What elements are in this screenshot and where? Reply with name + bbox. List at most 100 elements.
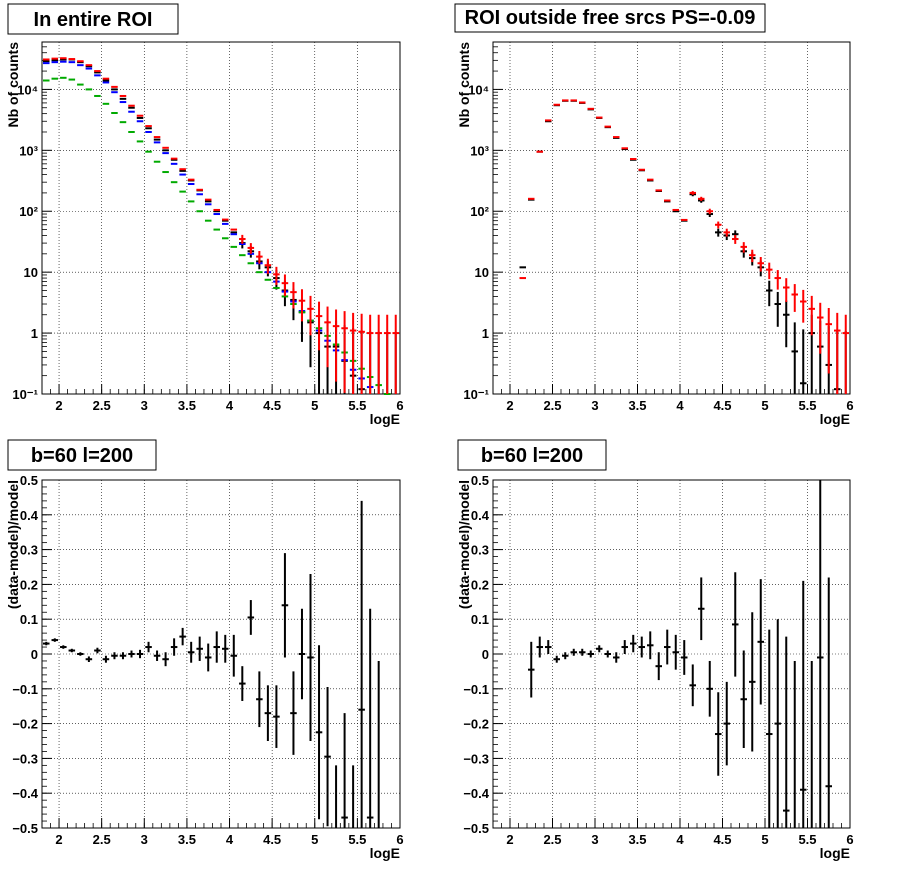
chart-title-box	[457, 439, 607, 471]
plot-frame	[41, 479, 401, 829]
y-tick-label: −0.2	[12, 717, 38, 732]
x-tick-label: 6	[846, 832, 853, 847]
x-tick-label: 3.5	[178, 832, 196, 847]
x-tick-label: 3	[591, 832, 598, 847]
y-tick-label: −0.2	[463, 717, 489, 732]
y-tick-label: −0.4	[463, 786, 489, 801]
x-axis-label: logE	[820, 845, 850, 861]
x-tick-label: 5.5	[348, 832, 366, 847]
x-tick-label: 3.5	[178, 398, 196, 413]
x-tick-label: 2.5	[543, 398, 561, 413]
y-tick-label: −0.5	[463, 821, 489, 836]
x-tick-label: 5	[761, 832, 768, 847]
y-axis-label: Nb of counts	[5, 42, 21, 128]
x-tick-label: 2	[55, 832, 62, 847]
x-tick-label: 3	[591, 398, 598, 413]
y-tick-label: 0	[482, 647, 489, 662]
x-tick-label: 2.5	[93, 398, 111, 413]
y-tick-label: 1	[31, 326, 38, 341]
y-tick-label: 0.1	[471, 612, 489, 627]
series-2	[43, 60, 374, 389]
series-1	[43, 58, 397, 394]
x-tick-label: 4	[226, 398, 234, 413]
x-tick-label: 2.5	[543, 832, 561, 847]
x-tick-label: 4	[226, 832, 234, 847]
y-tick-label: 10³	[470, 143, 489, 158]
x-tick-label: 6	[396, 832, 403, 847]
y-tick-label: 10³	[19, 143, 38, 158]
x-tick-label: 5	[311, 832, 318, 847]
y-tick-label: −0.4	[12, 786, 38, 801]
series-1	[519, 99, 847, 394]
series-4	[43, 57, 399, 394]
y-tick-label: 0	[31, 647, 38, 662]
plot-frame	[41, 41, 401, 395]
y-tick-label: 10⁴	[17, 82, 38, 97]
plot-frame	[492, 479, 851, 829]
x-tick-label: 2	[506, 832, 513, 847]
y-tick-label: 0.1	[20, 612, 38, 627]
y-tick-label: −0.1	[12, 682, 38, 697]
series-1	[528, 480, 832, 828]
chart-panel-1: In entire ROI 2 2.5 3 3.5 4 4.5 5 5.5 6 10⁻¹ 1 10 10²…	[5, 3, 404, 427]
series-2	[519, 99, 849, 394]
chart-panel-3: b=60 l=200 2 2.5 3 3.5 4 4.5 5 5.5 6 −0.5 −0.4 −0.3 −…	[5, 439, 404, 861]
plot-frame	[492, 41, 851, 395]
x-tick-label: 3.5	[628, 832, 646, 847]
y-tick-label: 0.2	[20, 577, 38, 592]
x-tick-label: 6	[396, 398, 403, 413]
x-tick-label: 3	[141, 832, 148, 847]
chart-title-box	[7, 3, 179, 35]
chart-panel-2: ROI outside free srcs PS=-0.09 2 2.5 3 3.5 4 4…	[454, 3, 854, 427]
x-tick-label: 4.5	[713, 398, 731, 413]
y-tick-label: 0.2	[471, 577, 489, 592]
x-tick-label: 5.5	[348, 398, 366, 413]
y-tick-label: −0.5	[12, 821, 38, 836]
y-tick-label: 0.5	[471, 473, 489, 488]
y-tick-label: −0.1	[463, 682, 489, 697]
y-tick-label: 0.3	[471, 543, 489, 558]
y-tick-label: 10⁻¹	[463, 387, 489, 402]
x-tick-label: 5	[761, 398, 768, 413]
y-tick-label: 10⁴	[468, 82, 489, 97]
series-1	[43, 500, 380, 828]
x-axis-label: logE	[370, 411, 400, 427]
y-tick-label: 0.5	[20, 473, 38, 488]
x-tick-label: 3.5	[628, 398, 646, 413]
chart-title-box	[7, 439, 157, 471]
y-tick-label: 0.4	[471, 508, 490, 523]
y-tick-label: 0.3	[20, 543, 38, 558]
chart-title: b=60 l=200	[481, 445, 583, 467]
x-tick-label: 4	[676, 398, 684, 413]
x-tick-label: 4.5	[713, 832, 731, 847]
y-tick-label: 10²	[19, 204, 38, 219]
y-tick-label: 10	[475, 265, 489, 280]
x-axis-label: logE	[370, 845, 400, 861]
y-tick-label: −0.3	[463, 751, 489, 766]
x-tick-label: 3	[141, 398, 148, 413]
y-tick-label: 10²	[470, 204, 489, 219]
chart-title: ROI outside free srcs PS=-0.09	[465, 7, 756, 29]
chart-title: In entire ROI	[34, 9, 153, 31]
y-tick-label: 10	[24, 265, 38, 280]
y-tick-label: 10⁻¹	[12, 387, 38, 402]
y-tick-label: −0.3	[12, 751, 38, 766]
x-tick-label: 2	[55, 398, 62, 413]
x-tick-label: 2	[506, 398, 513, 413]
y-tick-label: 1	[482, 326, 489, 341]
chart-title-box	[454, 3, 766, 33]
y-axis-label: Nb of counts	[456, 42, 472, 128]
chart-title: b=60 l=200	[31, 445, 133, 467]
x-tick-label: 4.5	[263, 398, 281, 413]
x-tick-label: 2.5	[93, 832, 111, 847]
x-tick-label: 6	[846, 398, 853, 413]
x-tick-label: 4	[676, 832, 684, 847]
x-tick-label: 5	[311, 398, 318, 413]
y-tick-label: 0.4	[20, 508, 39, 523]
x-tick-label: 4.5	[263, 832, 281, 847]
y-axis-label: (data-model)/model	[456, 480, 472, 609]
y-axis-label: (data-model)/model	[5, 480, 21, 609]
x-tick-label: 5.5	[798, 398, 816, 413]
chart-panel-4: b=60 l=200 2 2.5 3 3.5 4 4.5 5 5.5 6 −0.5 −0.4 −0.3 −…	[456, 439, 854, 861]
